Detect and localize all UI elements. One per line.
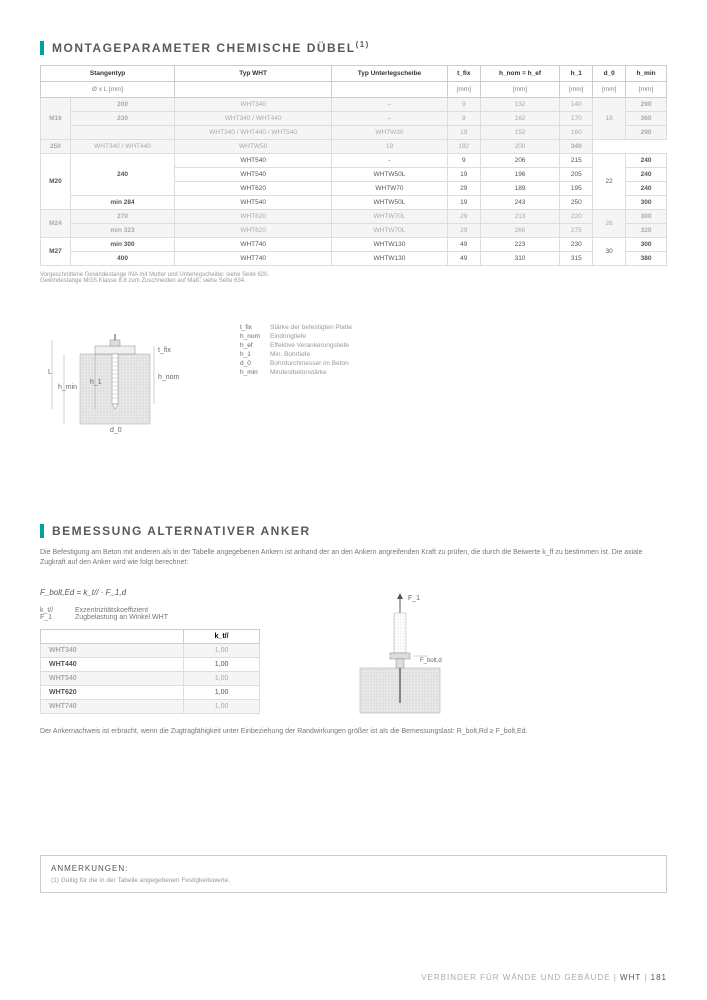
label-L: L bbox=[48, 369, 52, 376]
t1-subheader: [mm] bbox=[560, 82, 593, 98]
table-row: 230WHT340 / WHT440–9162170360 bbox=[41, 112, 667, 126]
section2-left: F_bolt,Ed = k_t// · F_1,d k_t//Exzentriz… bbox=[40, 588, 260, 714]
table-row: WHT7401,00 bbox=[41, 699, 260, 713]
table-row: WHT6201,00 bbox=[41, 685, 260, 699]
t1-header: t_fix bbox=[447, 66, 480, 82]
section2-intro: Die Befestigung am Beton mit anderen als… bbox=[40, 548, 667, 568]
section1-title: MONTAGEPARAMETER CHEMISCHE DÜBEL(1) bbox=[52, 40, 370, 55]
montage-table: StangentypTyp WHTTyp Unterlegscheibet_fi… bbox=[40, 65, 667, 266]
label-F1: F_1 bbox=[408, 595, 420, 602]
section2-header: BEMESSUNG ALTERNATIVER ANKER bbox=[40, 524, 667, 538]
force-diagram: F_1 F_bolt,d bbox=[340, 588, 460, 718]
table-row: min 323WHT620WHTW70L29266275320 bbox=[41, 224, 667, 238]
anchor-diagram: L h_min h_1 t_fix h_nom d_0 bbox=[40, 324, 200, 434]
t1-header: d_0 bbox=[593, 66, 626, 82]
t1-header: h_1 bbox=[560, 66, 593, 82]
table1-footnote: Vorgeschnittene Gewindestange INA mit Mu… bbox=[40, 272, 667, 284]
t1-subheader bbox=[175, 82, 332, 98]
table-row: WHT3401,00 bbox=[41, 643, 260, 657]
t1-subheader: [mm] bbox=[447, 82, 480, 98]
remarks-title: ANMERKUNGEN: bbox=[51, 864, 656, 873]
t1-header: h_min bbox=[626, 66, 667, 82]
section2-title: BEMESSUNG ALTERNATIVER ANKER bbox=[52, 524, 311, 538]
table-row: M16200WHT340–913214018290 bbox=[41, 98, 667, 112]
remarks-box: ANMERKUNGEN: (1) Gültig für die in der T… bbox=[40, 855, 667, 893]
section2-closing: Der Ankernachweis ist erbracht, wenn die… bbox=[40, 728, 667, 735]
legend: t_fixStärke der befestigten Platte h_nomE… bbox=[240, 324, 352, 378]
formula: F_bolt,Ed = k_t// · F_1,d bbox=[40, 588, 260, 597]
t1-subheader: [mm] bbox=[480, 82, 560, 98]
footnote-2: Gewindestange MGS Klasse 8.8 zum Zuschne… bbox=[40, 278, 667, 284]
label-hnom: h_nom bbox=[158, 374, 180, 381]
symbol-definitions: k_t//ExzentrizitätskoeffizientF_1Zugbela… bbox=[40, 607, 260, 621]
footer-category: VERBINDER FÜR WÄNDE UND GEBÄUDE bbox=[421, 973, 610, 982]
remarks-text: (1) Gültig für die in der Tabelle angege… bbox=[51, 877, 656, 884]
legend-row: d_0Bohrdurchmesser im Beton bbox=[240, 360, 352, 367]
section1-header: MONTAGEPARAMETER CHEMISCHE DÜBEL(1) bbox=[40, 40, 667, 55]
footer-product: WHT bbox=[620, 973, 641, 982]
section-bar-2 bbox=[40, 524, 44, 538]
section-bar bbox=[40, 41, 44, 55]
section1-sup: (1) bbox=[356, 40, 370, 49]
t1-header: Typ Unterlegscheibe bbox=[332, 66, 448, 82]
t1-header: Stangentyp bbox=[41, 66, 175, 82]
table-row: WHT4401,00 bbox=[41, 657, 260, 671]
label-h1: h_1 bbox=[90, 379, 102, 386]
anchor-diagram-block: L h_min h_1 t_fix h_nom d_0 t_fixStärke … bbox=[40, 324, 667, 434]
t1-header: Typ WHT bbox=[175, 66, 332, 82]
t1-subheader: Ø x L [mm] bbox=[41, 82, 175, 98]
t1-subheader bbox=[332, 82, 448, 98]
label-Fbolt: F_bolt,d bbox=[420, 658, 442, 664]
t1-subheader: [mm] bbox=[626, 82, 667, 98]
legend-row: h_1Min. Bohrtiefe bbox=[240, 351, 352, 358]
t1-subheader: [mm] bbox=[593, 82, 626, 98]
legend-row: t_fixStärke der befestigten Platte bbox=[240, 324, 352, 331]
page-footer: VERBINDER FÜR WÄNDE UND GEBÄUDE | WHT | … bbox=[421, 973, 667, 982]
t1-header: h_nom = h_ef bbox=[480, 66, 560, 82]
legend-row: h_nomEindringtiefe bbox=[240, 333, 352, 340]
table-row: min 284WHT540WHTW50L19243250300 bbox=[41, 196, 667, 210]
section1-title-text: MONTAGEPARAMETER CHEMISCHE DÜBEL bbox=[52, 41, 356, 55]
label-tfix: t_fix bbox=[158, 347, 171, 354]
kt-table: k_t// WHT3401,00WHT4401,00WHT5401,00WHT6… bbox=[40, 629, 260, 714]
table-row: WHT340 / WHT440 / WHT540WHTW301915216029… bbox=[41, 126, 667, 140]
legend-row: h_minMindestbetonstärke bbox=[240, 369, 352, 376]
label-d0: d_0 bbox=[110, 427, 122, 434]
symdef-row: k_t//Exzentrizitätskoeffizient bbox=[40, 607, 260, 614]
table-row: 400WHT740WHTW13049310315380 bbox=[41, 252, 667, 266]
table-row: M20240WHT540-920621522240 bbox=[41, 154, 667, 168]
section2-body: F_bolt,Ed = k_t// · F_1,d k_t//Exzentriz… bbox=[40, 588, 667, 718]
table-row: WHT5401,00 bbox=[41, 671, 260, 685]
kt-header: k_t// bbox=[184, 629, 260, 643]
symdef-row: F_1Zugbelastung an Winkel WHT bbox=[40, 614, 260, 621]
label-hmin: h_min bbox=[58, 384, 77, 391]
table-row: M27min 300WHT740WHTW1304922323030300 bbox=[41, 238, 667, 252]
legend-row: h_efEffektive Verankerungstiefe bbox=[240, 342, 352, 349]
footer-page: 181 bbox=[651, 973, 667, 982]
page: MONTAGEPARAMETER CHEMISCHE DÜBEL(1) Stan… bbox=[0, 0, 707, 1000]
table-row: 250WHT340 / WHT440WHTW5019192200340 bbox=[41, 140, 667, 154]
table-row: M24270WHT620WHTW70L2921322026300 bbox=[41, 210, 667, 224]
